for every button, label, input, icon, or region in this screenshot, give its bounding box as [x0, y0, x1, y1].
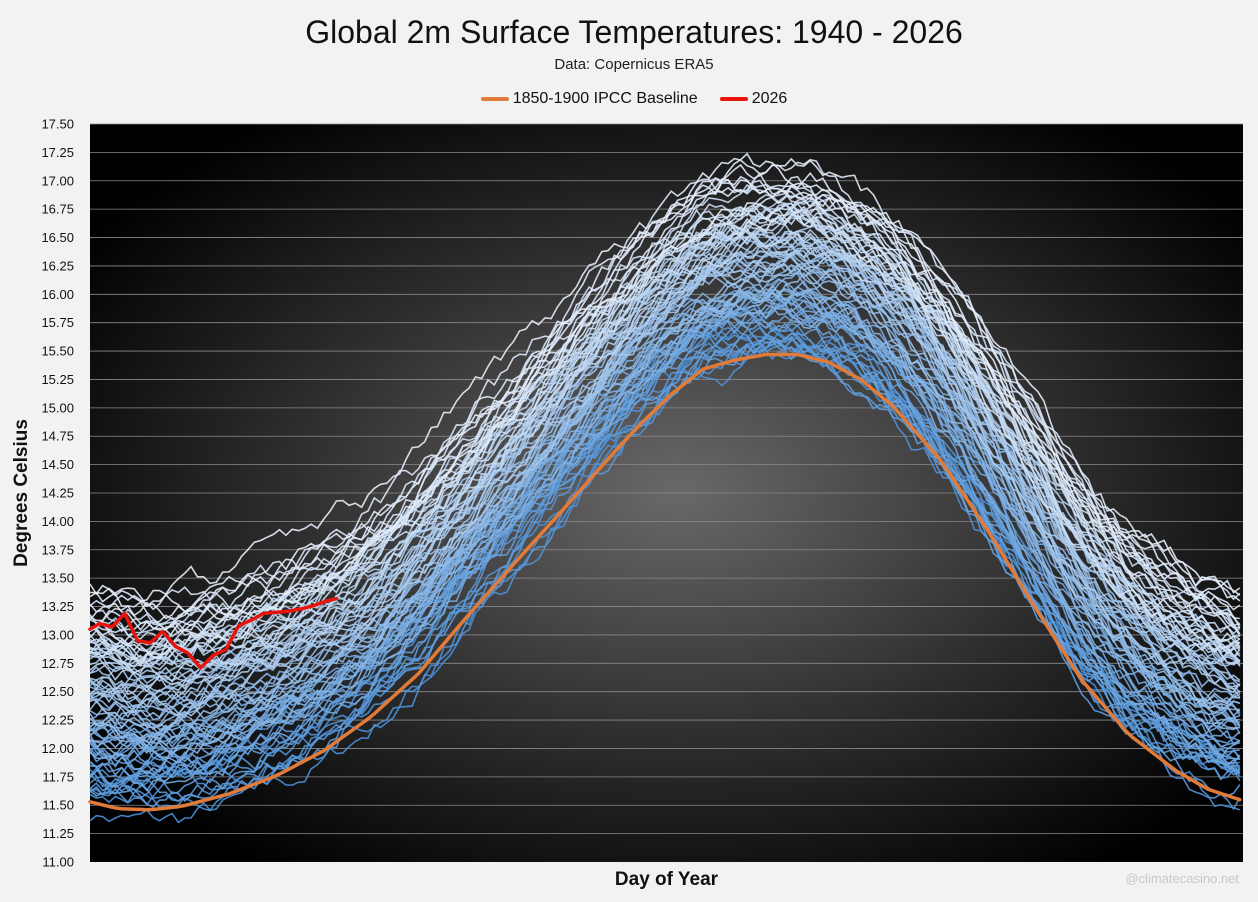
year-line [89, 279, 1241, 731]
legend-swatch-baseline [480, 97, 509, 101]
legend: 1850-1900 IPCC Baseline 2026 [0, 90, 1258, 108]
year-line [89, 172, 1241, 610]
year-line [89, 228, 1241, 666]
y-tick-label: 11.75 [42, 769, 74, 784]
y-tick-label: 16.00 [41, 287, 74, 302]
y-tick-label: 17.00 [41, 173, 74, 188]
y-tick-label: 12.50 [41, 684, 74, 699]
chart-subtitle: Data: Copernicus ERA5 [554, 56, 714, 73]
year-line [89, 228, 1240, 717]
highlighted-series [88, 352, 1242, 812]
year-line [89, 252, 1241, 704]
legend-label-2026: 2026 [751, 90, 788, 107]
y-tick-label: 11.50 [42, 798, 74, 813]
legend-label-baseline: 1850-1900 IPCC Baseline [512, 90, 698, 107]
y-tick-label: 14.75 [41, 429, 74, 444]
y-tick-label: 17.25 [41, 145, 74, 160]
year-line [89, 267, 1241, 710]
year-line [89, 263, 1241, 765]
year-line [89, 231, 1241, 694]
y-tick-label: 15.75 [41, 315, 74, 330]
y-tick-label: 15.00 [41, 400, 74, 415]
y-tick-label: 13.50 [41, 571, 74, 586]
year-line [89, 178, 1241, 640]
year-line [89, 188, 1241, 620]
year-line [89, 178, 1241, 631]
year-line [89, 152, 1241, 603]
y-tick-label: 12.25 [41, 713, 74, 728]
y-tick-label: 17.50 [41, 117, 74, 132]
year-line [89, 292, 1240, 743]
y-tick-label: 16.75 [41, 202, 74, 217]
year-line [89, 202, 1241, 663]
year-line [89, 289, 1241, 792]
y-tick-label: 15.50 [41, 344, 74, 359]
y-tick-labels: 11.00 11.25 11.50 11.75 12.00 12.25 12.50 12.75… [41, 117, 74, 870]
year-line [89, 297, 1241, 765]
year-line [89, 231, 1241, 683]
y-tick-label: 13.25 [41, 599, 74, 614]
chart-title: Global 2m Surface Temperatures: 1940 - 2… [305, 14, 963, 50]
y-tick-label: 15.25 [41, 372, 74, 387]
series-2026-line [88, 596, 339, 670]
y-tick-label: 12.75 [41, 656, 74, 671]
y-tick-label: 12.00 [41, 741, 74, 756]
legend-item-2026: 2026 [719, 90, 788, 108]
historical-year-lines [89, 152, 1241, 824]
y-tick-label: 13.00 [41, 627, 74, 642]
x-axis-label: Day of Year [614, 869, 719, 890]
y-tick-label: 11.25 [42, 826, 74, 841]
y-tick-label: 11.00 [42, 855, 74, 870]
y-tick-label: 14.50 [41, 457, 74, 472]
watermark: @climatecasino.net [1125, 871, 1239, 886]
year-line [89, 318, 1241, 762]
baseline-line [88, 352, 1242, 812]
year-line [89, 230, 1241, 682]
legend-item-baseline: 1850-1900 IPCC Baseline [480, 90, 698, 108]
year-line [89, 206, 1241, 666]
y-tick-label: 16.25 [41, 258, 74, 273]
y-tick-label: 13.75 [41, 542, 74, 557]
y-axis-label: Degrees Celsius [11, 419, 32, 567]
year-line [89, 157, 1241, 617]
year-line [89, 304, 1241, 764]
y-tick-label: 16.50 [41, 230, 74, 245]
y-tick-label: 14.25 [41, 486, 74, 501]
y-tick-label: 14.00 [41, 514, 74, 529]
legend-swatch-2026 [719, 97, 748, 101]
